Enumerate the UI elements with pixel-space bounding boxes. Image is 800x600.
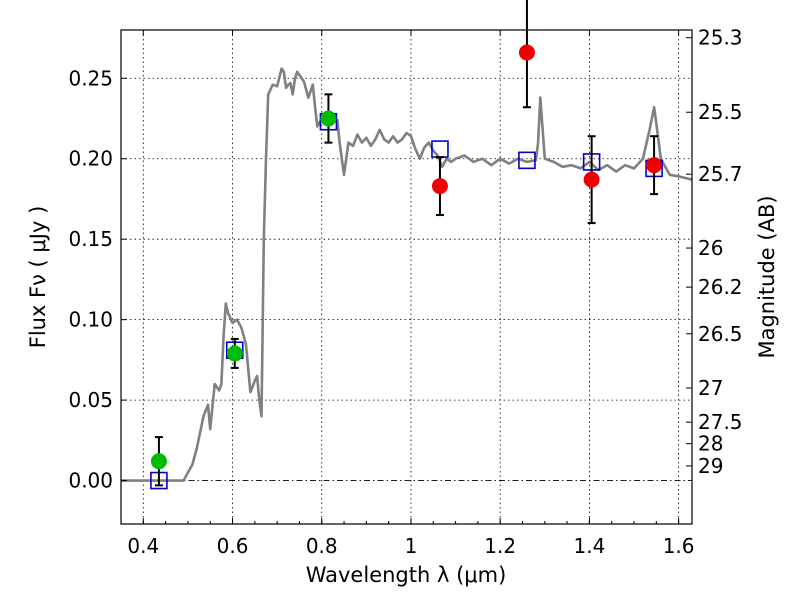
plot-frame <box>120 29 693 525</box>
series-layer <box>121 0 693 490</box>
y-tick-label: 0.20 <box>68 147 113 171</box>
right-tick-label: 25.3 <box>698 26 743 50</box>
y-tick-label: 0.15 <box>68 227 113 251</box>
x-tick-label: 0.8 <box>306 534 338 558</box>
x-tick-label: 0.6 <box>217 534 249 558</box>
grid <box>121 30 692 524</box>
observed-point <box>320 110 337 127</box>
model-photometry-square <box>518 151 536 170</box>
right-tick-label: 25.5 <box>698 100 743 124</box>
observed-point <box>583 171 600 188</box>
observed-point <box>518 44 535 61</box>
right-tick-label: 26.5 <box>698 322 743 346</box>
x-axis-title: Wavelength λ (μm) <box>306 563 507 587</box>
y-tick-label: 0.00 <box>68 469 113 493</box>
y-axis-title: Flux Fν ( μJy ) <box>26 206 50 349</box>
observed-point <box>150 453 167 470</box>
y-tick-label: 0.25 <box>68 66 113 90</box>
observed-point <box>226 345 243 362</box>
right-tick-label: 28 <box>698 432 723 456</box>
observed-point <box>646 157 663 174</box>
right-tick-label: 27 <box>698 376 723 400</box>
x-tick-label: 1.6 <box>663 534 695 558</box>
model-photometry-square <box>431 140 449 158</box>
model-sed-line <box>121 67 693 482</box>
right-tick-label: 27.5 <box>698 410 743 434</box>
x-tick-label: 1.2 <box>484 534 516 558</box>
x-tick-label: 1 <box>405 534 418 558</box>
x-tick-label: 1.4 <box>573 534 605 558</box>
right-tick-label: 26.2 <box>698 275 743 299</box>
observed-point <box>431 178 448 195</box>
y-tick-label: 0.10 <box>68 308 113 332</box>
y-tick-label: 0.05 <box>68 388 113 412</box>
x-tick-label: 0.4 <box>127 534 159 558</box>
right-tick-label: 29 <box>698 454 723 478</box>
right-tick-label: 25.7 <box>698 162 743 186</box>
right-tick-label: 26 <box>698 236 723 260</box>
right-axis-title: Magnitude (AB) <box>755 195 779 358</box>
axis-ticks: 0.4 0.6 0.8 1 1.2 1.4 1.6 0.00 0.05 0.10 0.15 0.20 0… <box>68 26 742 558</box>
